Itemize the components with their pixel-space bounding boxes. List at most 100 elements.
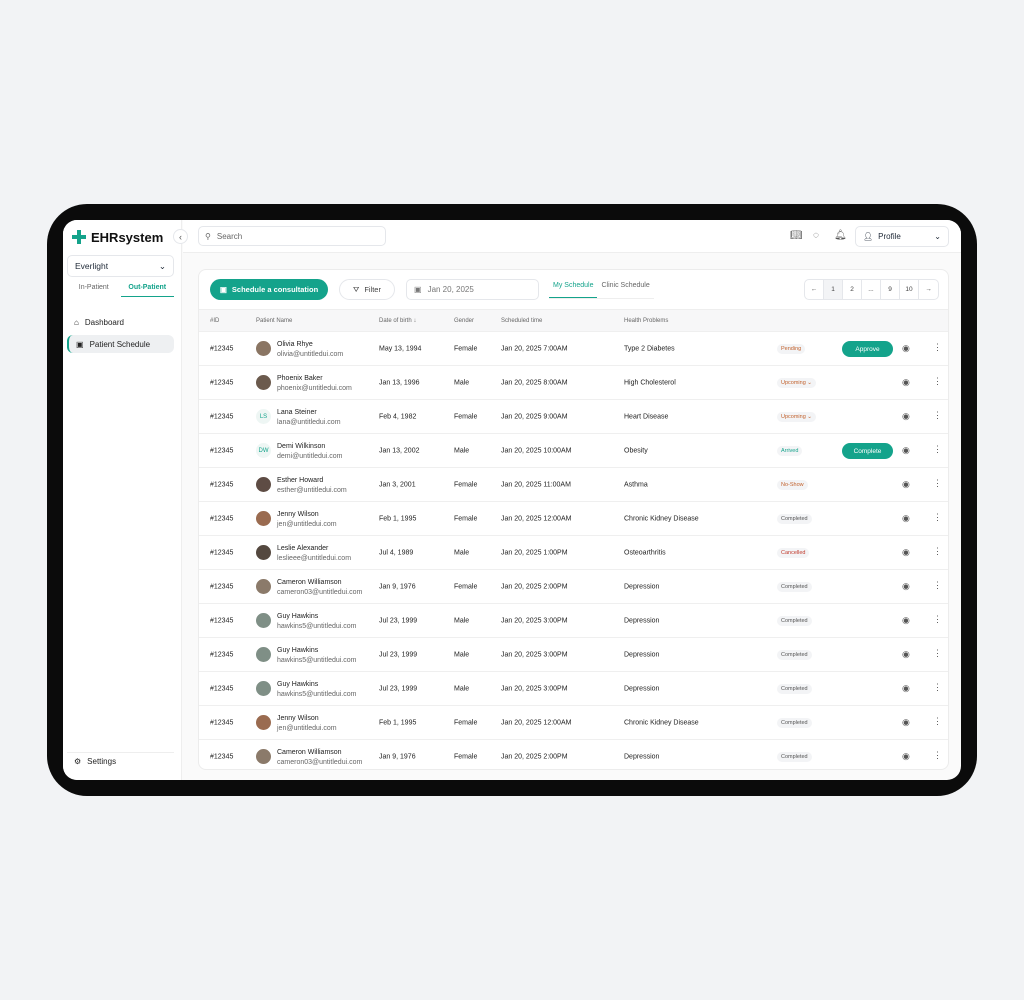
patient-name[interactable]: Leslie Alexander bbox=[277, 545, 329, 552]
prev-page-icon[interactable]: ← bbox=[805, 280, 824, 299]
avatar bbox=[256, 511, 271, 526]
patient-name[interactable]: Demi Wilkinson bbox=[277, 443, 326, 450]
patient-name[interactable]: Cameron Williamson bbox=[277, 749, 342, 756]
status-badge: Completed bbox=[777, 513, 812, 524]
date-value: Jan 20, 2025 bbox=[427, 285, 474, 294]
page-1[interactable]: 1 bbox=[824, 280, 843, 299]
patient-name[interactable]: Phoenix Baker bbox=[277, 375, 323, 382]
profile-label: Profile bbox=[878, 232, 901, 241]
tab-clinic-schedule[interactable]: Clinic Schedule bbox=[601, 282, 650, 289]
schedule-consultation-button[interactable]: ▣ Schedule a consultation bbox=[210, 279, 328, 300]
status-label: Upcoming bbox=[781, 379, 806, 386]
eye-icon[interactable]: ◉ bbox=[902, 445, 910, 455]
status-badge[interactable]: Upcoming ⌄ bbox=[777, 377, 816, 388]
eye-icon[interactable]: ◉ bbox=[902, 581, 910, 591]
chat-icon[interactable]: ◌ bbox=[813, 230, 819, 241]
patient-name-cell: Phoenix Baker phoenix@untitledui.com bbox=[277, 374, 352, 393]
eye-icon[interactable]: ◉ bbox=[902, 547, 910, 557]
more-options-icon[interactable]: ⋮ bbox=[933, 512, 942, 522]
col-gender: Gender bbox=[454, 317, 475, 324]
eye-icon[interactable]: ◉ bbox=[902, 717, 910, 727]
table-row: #12345 LS Lana Steiner lana@untitledui.co… bbox=[199, 399, 948, 433]
patient-email: jen@untitledui.com bbox=[277, 724, 337, 732]
more-options-icon[interactable]: ⋮ bbox=[933, 444, 942, 454]
patient-name[interactable]: Guy Hawkins bbox=[277, 613, 319, 620]
tab-my-schedule[interactable]: My Schedule bbox=[549, 279, 598, 298]
more-options-icon[interactable]: ⋮ bbox=[933, 410, 942, 420]
patient-id: #12345 bbox=[210, 379, 234, 386]
patient-name[interactable]: Cameron Williamson bbox=[277, 579, 342, 586]
patient-id: #12345 bbox=[210, 719, 234, 726]
search-input[interactable]: ⚲ Search bbox=[198, 226, 386, 246]
eye-icon[interactable]: ◉ bbox=[902, 411, 910, 421]
more-options-icon[interactable]: ⋮ bbox=[933, 614, 942, 624]
next-page-icon[interactable]: → bbox=[925, 286, 932, 293]
eye-icon[interactable]: ◉ bbox=[902, 343, 910, 353]
patient-name[interactable]: Guy Hawkins bbox=[277, 681, 319, 688]
eye-icon[interactable]: ◉ bbox=[902, 649, 910, 659]
page-9[interactable]: 9 bbox=[881, 280, 900, 299]
eye-icon[interactable]: ◉ bbox=[902, 683, 910, 693]
patient-name[interactable]: Jenny Wilson bbox=[277, 511, 319, 518]
patient-name[interactable]: Lana Steiner bbox=[277, 409, 317, 416]
more-options-icon[interactable]: ⋮ bbox=[933, 376, 942, 386]
profile-menu[interactable]: 👤︎ Profile ⌄ bbox=[855, 226, 949, 247]
gender: Female bbox=[454, 719, 478, 726]
eye-icon[interactable]: ◉ bbox=[902, 479, 910, 489]
chevron-down-icon: ⌄ bbox=[807, 379, 812, 386]
avatar-initials: DW bbox=[258, 447, 269, 454]
dob: Jul 23, 1999 bbox=[379, 685, 418, 692]
patient-id: #12345 bbox=[210, 447, 234, 454]
sidebar-item-patient-schedule[interactable]: ▣ Patient Schedule bbox=[67, 335, 174, 353]
eye-icon[interactable]: ◉ bbox=[902, 513, 910, 523]
scheduled-time: Jan 20, 2025 3:00PM bbox=[501, 617, 568, 624]
date-picker[interactable]: ▣ Jan 20, 2025 bbox=[406, 279, 539, 300]
dob: Feb 4, 1982 bbox=[379, 413, 417, 420]
status-label: Completed bbox=[781, 719, 808, 726]
more-options-icon[interactable]: ⋮ bbox=[933, 580, 942, 590]
status-label: Completed bbox=[781, 685, 808, 692]
avatar: DW bbox=[256, 443, 271, 458]
more-options-icon[interactable]: ⋮ bbox=[933, 478, 942, 488]
more-options-icon[interactable]: ⋮ bbox=[933, 716, 942, 726]
sidebar-item-dashboard[interactable]: ⌂ Dashboard bbox=[67, 313, 174, 331]
more-options-icon[interactable]: ⋮ bbox=[933, 546, 942, 556]
approve-button[interactable]: Approve bbox=[842, 341, 893, 357]
patient-name-cell: Lana Steiner lana@untitledui.com bbox=[277, 408, 341, 427]
gender: Female bbox=[454, 481, 478, 488]
table-row: #12345 Leslie Alexander leslieee@untitled… bbox=[199, 535, 948, 569]
book-icon[interactable]: 📖︎ bbox=[790, 230, 803, 241]
page-2[interactable]: 2 bbox=[843, 280, 862, 299]
patient-name-cell: Jenny Wilson jen@untitledui.com bbox=[277, 714, 337, 733]
filter-button[interactable]: ⛛ Filter bbox=[339, 279, 395, 300]
collapse-sidebar-button[interactable]: ‹ bbox=[173, 229, 188, 244]
col-dob[interactable]: Date of birth ↓ bbox=[379, 318, 416, 324]
patient-name[interactable]: Jenny Wilson bbox=[277, 715, 319, 722]
page-10[interactable]: 10 bbox=[900, 280, 919, 299]
tab-in-patient[interactable]: In-Patient bbox=[78, 284, 109, 291]
more-options-icon[interactable]: ⋮ bbox=[933, 682, 942, 692]
tab-out-patient[interactable]: Out-Patient bbox=[120, 280, 174, 297]
patient-email: demi@untitledui.com bbox=[277, 452, 343, 460]
patient-id: #12345 bbox=[210, 481, 234, 488]
status-badge: Completed bbox=[777, 649, 812, 660]
patient-name[interactable]: Guy Hawkins bbox=[277, 647, 319, 654]
sidebar-item-settings[interactable]: ⚙ Settings bbox=[67, 752, 174, 770]
patient-name[interactable]: Olivia Rhye bbox=[277, 341, 313, 348]
more-options-icon[interactable]: ⋮ bbox=[933, 648, 942, 658]
patient-name[interactable]: Esther Howard bbox=[277, 477, 324, 484]
more-options-icon[interactable]: ⋮ bbox=[933, 342, 942, 352]
complete-button[interactable]: Complete bbox=[842, 443, 893, 459]
patient-id: #12345 bbox=[210, 685, 234, 692]
org-select[interactable]: Everlight ⌄ bbox=[67, 255, 174, 277]
eye-icon[interactable]: ◉ bbox=[902, 751, 910, 761]
patient-email: esther@untitledui.com bbox=[277, 486, 347, 494]
status-badge: Completed bbox=[777, 683, 812, 694]
eye-icon[interactable]: ◉ bbox=[902, 615, 910, 625]
eye-icon[interactable]: ◉ bbox=[902, 377, 910, 387]
col-scheduled-time: Scheduled time bbox=[501, 317, 543, 324]
patient-email: lana@untitledui.com bbox=[277, 418, 341, 426]
more-options-icon[interactable]: ⋮ bbox=[933, 750, 942, 760]
status-badge[interactable]: Upcoming ⌄ bbox=[777, 411, 816, 422]
bell-icon[interactable]: 🔔︎ bbox=[834, 230, 847, 241]
